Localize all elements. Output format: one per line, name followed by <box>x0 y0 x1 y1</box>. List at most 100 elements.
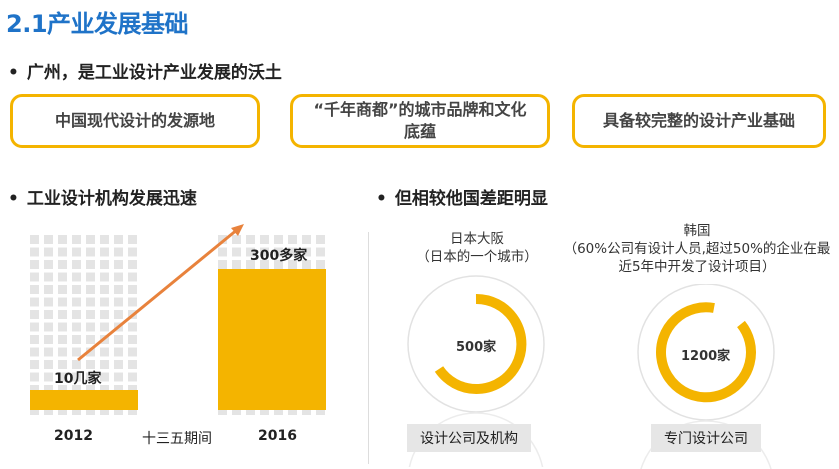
grid-square <box>100 285 109 294</box>
grid-square <box>232 410 241 415</box>
grid-square <box>114 297 123 307</box>
grid-square <box>58 285 67 294</box>
grid-square <box>128 335 137 344</box>
grid-square <box>86 235 95 244</box>
grid-square <box>288 410 297 415</box>
grid-square <box>58 260 67 269</box>
grid-square <box>100 410 109 415</box>
pill-city-brand: “千年商都”的城市品牌和文化底蕴 <box>290 94 550 148</box>
divider <box>368 232 369 464</box>
grid-square <box>72 235 81 244</box>
japan-ring-arc <box>434 293 527 394</box>
grid-background-left <box>30 235 137 415</box>
x-mid-label: 十三五期间 <box>142 431 212 447</box>
grid-square <box>86 410 95 415</box>
grid-square <box>30 272 39 282</box>
grid-square <box>72 297 81 307</box>
grid-square <box>274 260 283 269</box>
x-tick-2012: 2012 <box>54 428 93 444</box>
grid-square <box>58 322 67 332</box>
grid-square <box>30 260 39 269</box>
grid-square <box>114 310 123 319</box>
grid-square <box>128 260 137 269</box>
grid-square <box>44 385 53 394</box>
grid-square <box>128 235 137 244</box>
grid-square <box>58 385 67 394</box>
korea-ring <box>637 284 775 469</box>
grid-square <box>58 247 67 257</box>
grid-square <box>246 410 255 415</box>
grid-square <box>86 372 95 382</box>
bar-2012 <box>30 390 138 410</box>
grid-square <box>218 260 227 269</box>
growth-arrow-head <box>231 224 244 236</box>
bar-label-2012: 10几家 <box>54 371 102 387</box>
grid-square <box>86 335 95 344</box>
grid-square <box>30 297 39 307</box>
grid-square <box>44 372 53 382</box>
grid-square <box>30 385 39 394</box>
grid-square <box>30 335 39 344</box>
grid-square <box>58 310 67 319</box>
grid-square <box>58 372 67 382</box>
grid-square <box>128 285 137 294</box>
grid-square <box>72 335 81 344</box>
grid-square <box>72 372 81 382</box>
grid-square <box>44 347 53 357</box>
grid-square <box>58 235 67 244</box>
grid-square <box>100 347 109 357</box>
korea-ring-outer <box>637 284 775 421</box>
grid-square <box>128 247 137 257</box>
grid-square <box>30 347 39 357</box>
growth-arrow-line <box>77 227 239 362</box>
grid-square <box>114 272 123 282</box>
grid-square <box>72 285 81 294</box>
grid-square <box>30 410 39 415</box>
grid-square <box>260 247 269 257</box>
japan-ring-reflection <box>408 412 544 467</box>
pill-origin: 中国现代设计的发源地 <box>10 94 260 148</box>
grid-square <box>30 285 39 294</box>
japan-subtitle: （日本的一个城市） <box>416 249 538 265</box>
grid-square <box>86 297 95 307</box>
grid-square <box>72 347 81 357</box>
grid-square <box>114 372 123 382</box>
grid-square <box>274 235 283 244</box>
bullet-guangzhou: • 广州，是工业设计产业发展的沃土 <box>8 63 282 83</box>
grid-square <box>302 247 311 257</box>
grid-square <box>100 322 109 332</box>
grid-square <box>100 372 109 382</box>
grid-square <box>316 235 325 244</box>
grid-square <box>72 260 81 269</box>
grid-square <box>114 410 123 415</box>
grid-square <box>232 235 241 244</box>
japan-tag: 设计公司及机构 <box>407 424 531 452</box>
grid-square <box>260 410 269 415</box>
grid-square <box>128 272 137 282</box>
grid-square <box>316 247 325 257</box>
grid-square <box>128 360 137 369</box>
grid-square <box>114 347 123 357</box>
grid-square <box>58 410 67 415</box>
grid-square <box>44 285 53 294</box>
grid-square <box>30 310 39 319</box>
grid-square <box>114 335 123 344</box>
grid-square <box>100 297 109 307</box>
grid-square <box>302 235 311 244</box>
grid-square <box>72 310 81 319</box>
grid-square <box>100 310 109 319</box>
grid-square <box>30 235 39 244</box>
grid-square <box>86 322 95 332</box>
grid-square <box>246 235 255 244</box>
grid-square <box>274 247 283 257</box>
grid-square <box>316 410 325 415</box>
grid-square <box>274 410 283 415</box>
grid-square <box>232 260 241 269</box>
japan-ring-outer <box>407 275 545 413</box>
grid-square <box>128 347 137 357</box>
grid-square <box>218 410 227 415</box>
grid-square <box>100 247 109 257</box>
page-title: 2.1产业发展基础 <box>6 10 189 38</box>
grid-square <box>86 310 95 319</box>
grid-square <box>58 335 67 344</box>
